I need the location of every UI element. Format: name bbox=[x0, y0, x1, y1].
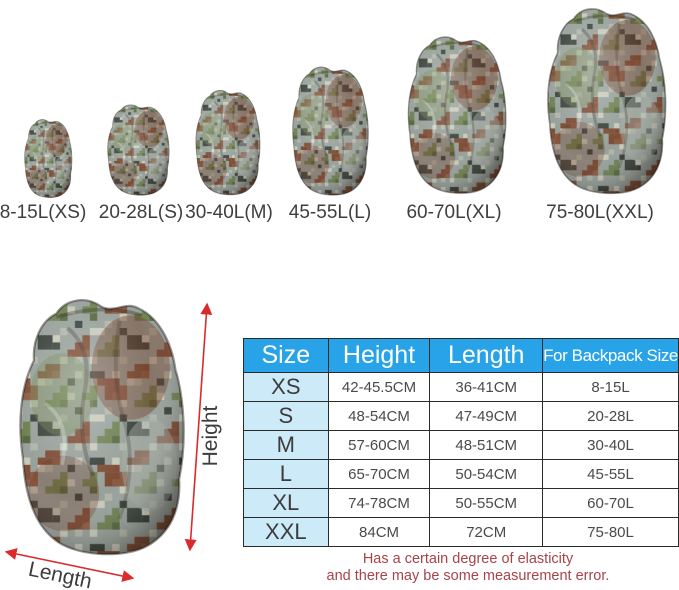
value-cell: 74-78CM bbox=[327, 488, 431, 518]
rain-cover-photo-s bbox=[103, 102, 173, 198]
value-cell: 47-49CM bbox=[429, 401, 544, 431]
value-cell: 84CM bbox=[327, 517, 431, 547]
size-cell: L bbox=[243, 459, 329, 489]
value-cell: 36-41CM bbox=[429, 372, 544, 402]
camo-cover-graphic bbox=[107, 104, 170, 196]
rain-cover-photo-m bbox=[191, 87, 264, 198]
camo-cover-graphic bbox=[292, 66, 369, 196]
value-cell: 48-54CM bbox=[327, 401, 431, 431]
camo-cover-graphic bbox=[195, 89, 261, 196]
camo-cover-graphic bbox=[407, 36, 507, 194]
header-size: Size bbox=[243, 338, 329, 373]
value-cell: 72CM bbox=[429, 517, 544, 547]
camo-cover-graphic bbox=[24, 119, 73, 198]
value-cell: 50-55CM bbox=[429, 488, 544, 518]
size-cell: S bbox=[243, 401, 329, 431]
value-cell: 45-55L bbox=[542, 459, 679, 489]
value-cell: 30-40L bbox=[542, 430, 679, 460]
camo-cover-graphic bbox=[547, 8, 667, 195]
rain-cover-photo-xs bbox=[21, 117, 75, 200]
table-row-m: M 57-60CM 48-51CM 30-40L bbox=[243, 430, 679, 460]
size-cell: XL bbox=[243, 488, 329, 518]
rain-cover-photo-xl bbox=[401, 32, 512, 198]
elasticity-note-line-1: Has a certain degree of elasticity bbox=[362, 551, 574, 567]
value-cell: 57-60CM bbox=[327, 430, 431, 460]
elasticity-note: Has a certain degree of elasticity and t… bbox=[308, 551, 628, 584]
header-length: Length bbox=[429, 338, 544, 373]
table-row-s: S 48-54CM 47-49CM 20-28L bbox=[243, 401, 679, 431]
size-label-l: 45-55L(L) bbox=[288, 202, 372, 223]
value-cell: 42-45.5CM bbox=[327, 372, 431, 402]
table-row-xl: XL 74-78CM 50-55CM 60-70L bbox=[243, 488, 679, 518]
height-dimension-label: Height bbox=[199, 405, 222, 467]
value-cell: 75-80L bbox=[542, 517, 679, 547]
table-row-xs: XS 42-45.5CM 36-41CM 8-15L bbox=[243, 372, 679, 402]
rain-cover-photo-xxl bbox=[539, 3, 673, 199]
header-backpack-size: For Backpack Size bbox=[542, 338, 679, 373]
size-cell: XS bbox=[243, 372, 329, 402]
value-cell: 48-51CM bbox=[429, 430, 544, 460]
table-row-xxl: XXL 84CM 72CM 75-80L bbox=[243, 517, 679, 547]
table-row-l: L 65-70CM 50-54CM 45-55L bbox=[243, 459, 679, 489]
size-label-xxl: 75-80L(XXL) bbox=[546, 202, 654, 223]
size-label-m: 30-40L(M) bbox=[185, 202, 273, 223]
rain-cover-photo-large bbox=[8, 292, 194, 562]
value-cell: 60-70L bbox=[542, 488, 679, 518]
header-height: Height bbox=[327, 338, 431, 373]
value-cell: 20-28L bbox=[542, 401, 679, 431]
size-cell: M bbox=[243, 430, 329, 460]
value-cell: 8-15L bbox=[542, 372, 679, 402]
value-cell: 65-70CM bbox=[327, 459, 431, 489]
table-header-row: Size Height Length For Backpack Size bbox=[243, 338, 679, 373]
size-cell: XXL bbox=[243, 517, 329, 547]
size-label-xs: 8-15L(XS) bbox=[0, 202, 87, 223]
elasticity-note-line-2: and there may be some measurement error. bbox=[326, 567, 610, 584]
size-label-s: 20-28L(S) bbox=[98, 202, 184, 223]
camo-cover-graphic bbox=[19, 299, 185, 556]
value-cell: 50-54CM bbox=[429, 459, 544, 489]
size-label-xl: 60-70L(XL) bbox=[406, 202, 502, 223]
size-chart-table: Size Height Length For Backpack Size XS … bbox=[243, 338, 679, 547]
rain-cover-photo-l bbox=[287, 63, 373, 199]
